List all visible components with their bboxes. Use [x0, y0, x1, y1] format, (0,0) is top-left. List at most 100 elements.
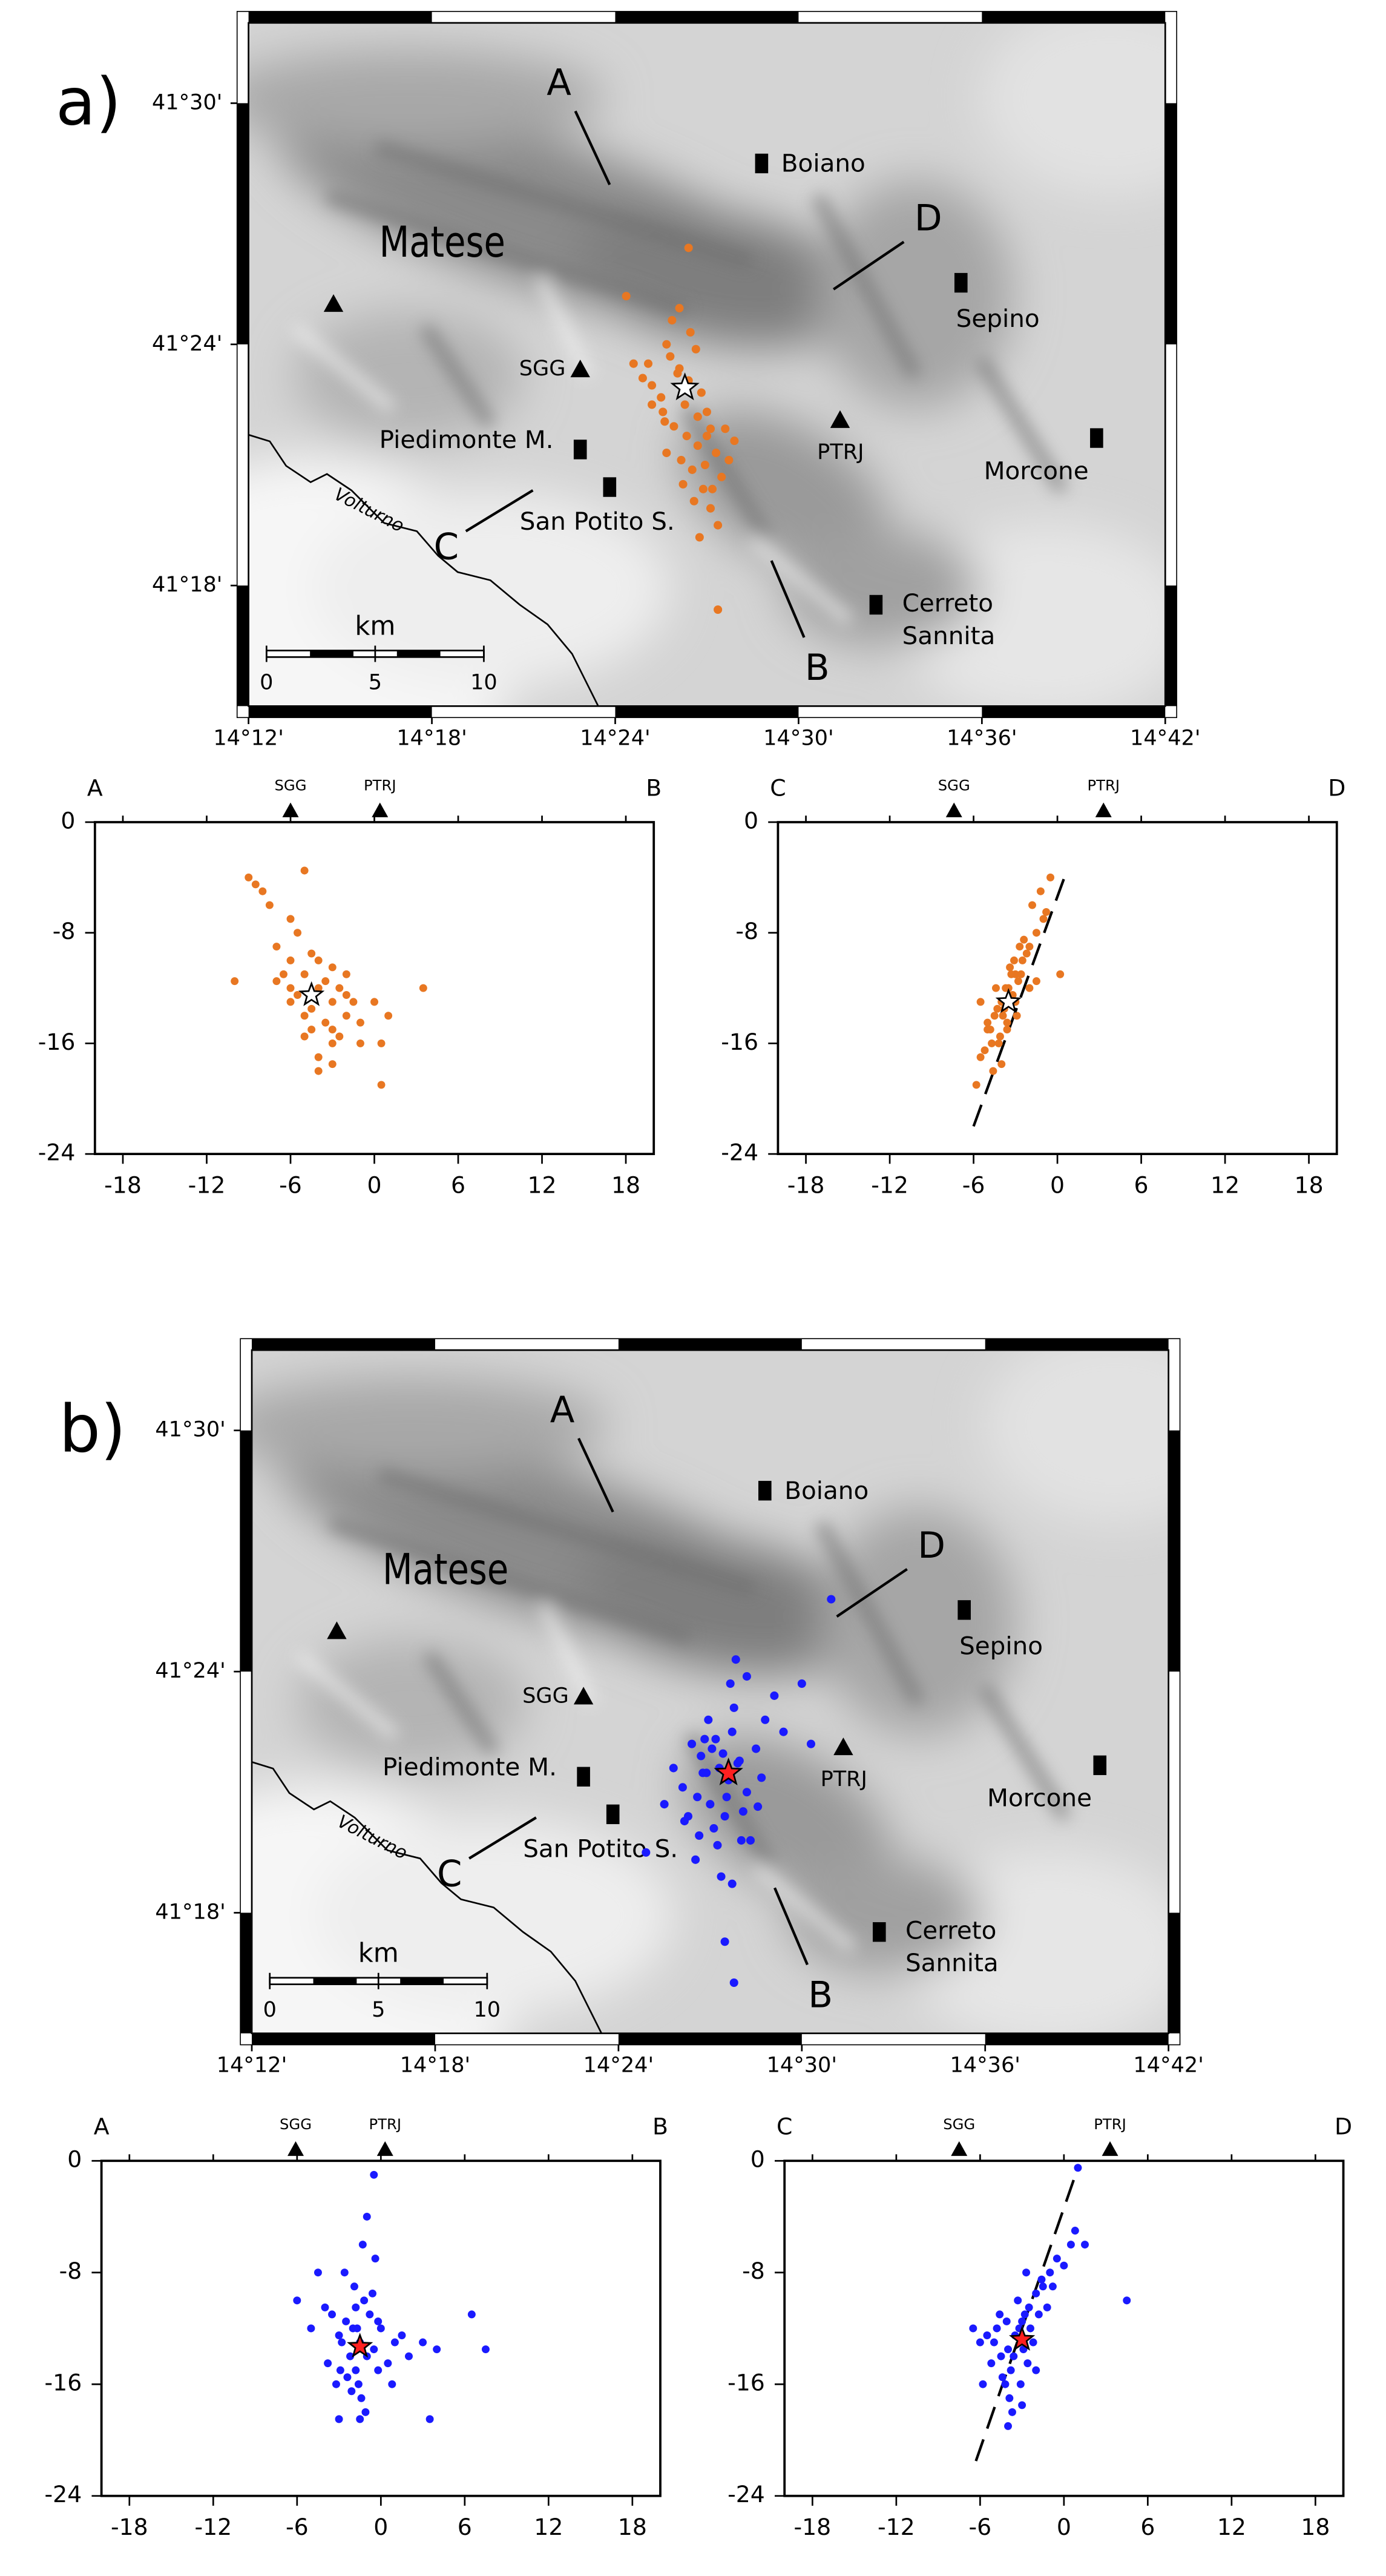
- hypocenter: [353, 2324, 361, 2333]
- event: [688, 465, 697, 474]
- event: [721, 424, 730, 433]
- hypocenter: [300, 1012, 309, 1020]
- hypocenter: [1018, 2317, 1026, 2325]
- event: [688, 1739, 697, 1748]
- hypocenter: [358, 2241, 367, 2249]
- hypocenter: [1003, 1018, 1011, 1027]
- event: [695, 1831, 704, 1840]
- event: [666, 352, 675, 361]
- town-label: Morcone: [984, 456, 1089, 485]
- y-tick-label: 0: [61, 808, 75, 834]
- x-tick-label: 18: [618, 2514, 647, 2540]
- profile-start-label: C: [770, 775, 786, 802]
- hypocenter: [1003, 1026, 1011, 1034]
- hypocenter: [251, 880, 260, 889]
- hypocenter: [352, 2303, 360, 2311]
- event: [717, 472, 726, 481]
- profile-end-label: D: [918, 1525, 945, 1567]
- station-label: PTRJ: [817, 440, 864, 464]
- x-tick-label: -12: [878, 2514, 915, 2540]
- hypocenter: [314, 984, 323, 992]
- event: [629, 359, 638, 368]
- town-marker: [758, 1481, 772, 1501]
- event: [738, 1807, 747, 1816]
- hypocenter: [376, 2324, 385, 2333]
- hypocenter: [370, 998, 379, 1006]
- station-marker: [1102, 2141, 1118, 2156]
- scale-tick-label: 10: [470, 670, 498, 695]
- hypocenter: [1023, 2359, 1032, 2368]
- station-label: SGG: [938, 777, 970, 794]
- mainshock: [298, 981, 325, 1006]
- hypocenter: [328, 963, 337, 972]
- hypocenter: [976, 998, 985, 1006]
- event: [648, 381, 657, 390]
- hypocenter: [1032, 2289, 1040, 2298]
- hypocenter: [279, 970, 287, 978]
- station-marker: [570, 359, 590, 378]
- event: [720, 1812, 729, 1821]
- hypocenter: [384, 1012, 393, 1020]
- hypocenter: [258, 887, 267, 895]
- event: [714, 605, 723, 614]
- hypocenter: [294, 929, 302, 937]
- hypocenter: [352, 2366, 360, 2374]
- mainshock: [1008, 2325, 1036, 2351]
- town-label: Sepino: [956, 304, 1040, 333]
- hypocenter: [361, 2408, 370, 2416]
- event: [708, 1744, 717, 1753]
- town-label: San Potito S.: [523, 1834, 678, 1863]
- event: [698, 484, 708, 493]
- hypocenter: [419, 984, 427, 992]
- hypocenter: [1081, 2241, 1089, 2249]
- event: [729, 1703, 738, 1712]
- profile-line: [836, 1568, 908, 1618]
- hypocenter: [969, 2324, 977, 2333]
- hypocenter: [357, 2394, 366, 2402]
- y-tick-label: 41°18': [155, 1899, 225, 1924]
- town-marker: [872, 1922, 886, 1942]
- mainshock: [995, 988, 1022, 1013]
- station-label: SGG: [274, 777, 306, 794]
- town-marker: [869, 595, 883, 615]
- hypocenter: [987, 2359, 996, 2368]
- y-tick-label: -24: [45, 2481, 82, 2508]
- hypocenter: [272, 977, 281, 986]
- hypocenter: [1022, 2268, 1031, 2277]
- frame-bar: [240, 1912, 252, 2034]
- hypocenter: [343, 2373, 352, 2382]
- town-label: Morcone: [987, 1784, 1092, 1813]
- hypocenter: [360, 2296, 369, 2305]
- event: [770, 1691, 779, 1700]
- hypocenter: [293, 2296, 301, 2305]
- frame-bar: [240, 1430, 252, 1672]
- hypocenter: [1014, 2296, 1022, 2305]
- hypocenter: [1014, 977, 1022, 986]
- town-marker: [957, 1600, 971, 1620]
- y-tick-label: -16: [721, 1029, 758, 1055]
- event: [678, 1783, 687, 1792]
- hypocenter: [467, 2310, 476, 2319]
- event: [693, 412, 702, 421]
- scale-bar-segment: [313, 1977, 357, 1985]
- event: [642, 1848, 651, 1857]
- x-tick-label: 14°30': [763, 725, 833, 750]
- y-tick-label: -24: [727, 2481, 765, 2508]
- hypocenter: [328, 1026, 337, 1034]
- hypocenter: [1017, 970, 1025, 978]
- hypocenter: [245, 873, 253, 881]
- hypocenter: [1007, 970, 1016, 978]
- hypocenter: [328, 1060, 337, 1069]
- hypocenter: [1016, 2380, 1025, 2388]
- event: [686, 328, 695, 337]
- y-tick-label: 0: [750, 2146, 765, 2173]
- y-tick-label: -24: [38, 1139, 76, 1166]
- hypocenter: [1032, 929, 1040, 937]
- plot-frame: [93, 821, 655, 1156]
- town-marker: [1093, 1755, 1107, 1776]
- hypocenter: [324, 2359, 332, 2368]
- x-tick-label: 14°36': [947, 725, 1017, 750]
- event: [827, 1595, 836, 1604]
- town-label: Boiano: [781, 149, 865, 178]
- x-tick-label: -12: [188, 1172, 226, 1199]
